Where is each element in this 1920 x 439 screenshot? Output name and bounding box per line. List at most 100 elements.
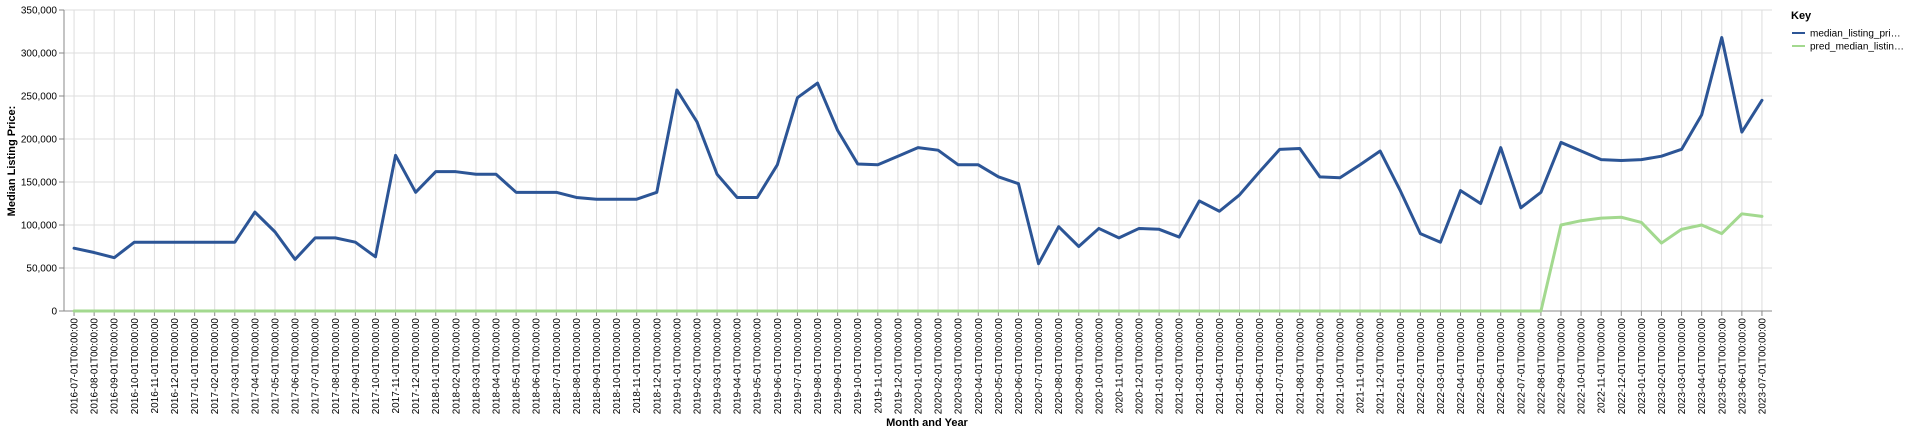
x-tick-label: 2022-08-01T00:00:00 xyxy=(1536,318,1547,415)
x-tick-label: 2021-01-01T00:00:00 xyxy=(1155,318,1166,415)
x-tick-label: 2018-01-01T00:00:00 xyxy=(431,318,442,415)
x-tick-label: 2018-10-01T00:00:00 xyxy=(612,318,623,415)
x-tick-label: 2018-05-01T00:00:00 xyxy=(512,318,523,415)
x-tick-label: 2022-03-01T00:00:00 xyxy=(1436,318,1447,415)
x-tick-label: 2019-11-01T00:00:00 xyxy=(873,318,884,414)
x-tick-label: 2019-02-01T00:00:00 xyxy=(692,318,703,415)
x-tick-label: 2021-06-01T00:00:00 xyxy=(1255,318,1266,415)
x-tick-label: 2022-12-01T00:00:00 xyxy=(1617,318,1628,415)
x-tick-label: 2017-12-01T00:00:00 xyxy=(411,318,422,415)
x-tick-label: 2017-02-01T00:00:00 xyxy=(210,318,221,415)
legend-label-0: median_listing_pri… xyxy=(1810,29,1901,40)
x-tick-label: 2018-04-01T00:00:00 xyxy=(492,318,503,415)
x-tick-label: 2022-07-01T00:00:00 xyxy=(1516,318,1527,415)
x-tick-label: 2021-02-01T00:00:00 xyxy=(1175,318,1186,415)
legend: Key median_listing_pri… pred_median_listi… xyxy=(1791,10,1904,53)
x-tick-label: 2018-06-01T00:00:00 xyxy=(532,318,543,415)
x-tick-label: 2021-04-01T00:00:00 xyxy=(1215,318,1226,415)
series-line-1 xyxy=(72,212,1764,313)
x-tick-label: 2018-03-01T00:00:00 xyxy=(471,318,482,415)
x-tick-label: 2017-07-01T00:00:00 xyxy=(311,318,322,415)
x-tick-label: 2021-11-01T00:00:00 xyxy=(1356,318,1367,414)
x-tick-label: 2020-12-01T00:00:00 xyxy=(1135,318,1146,415)
x-tick-label: 2021-09-01T00:00:00 xyxy=(1315,318,1326,415)
y-tick-label: 200,000 xyxy=(21,135,58,146)
x-tick-label: 2020-04-01T00:00:00 xyxy=(974,318,985,415)
x-tick-label: 2016-10-01T00:00:00 xyxy=(130,318,141,415)
x-tick-label: 2022-05-01T00:00:00 xyxy=(1476,318,1487,415)
x-tick-label: 2019-09-01T00:00:00 xyxy=(833,318,844,415)
x-tick-label: 2016-12-01T00:00:00 xyxy=(170,318,181,415)
x-tick-label: 2017-03-01T00:00:00 xyxy=(230,318,241,415)
x-tick-labels: 2016-07-01T00:00:00 2016-08-01T00:00:00 20… xyxy=(70,318,1769,415)
x-tick-label: 2018-02-01T00:00:00 xyxy=(451,318,462,415)
x-tick-label: 2019-12-01T00:00:00 xyxy=(893,318,904,415)
x-tick-label: 2023-02-01T00:00:00 xyxy=(1657,318,1668,415)
legend-label-1: pred_median_listin… xyxy=(1810,42,1904,53)
x-tick-label: 2020-07-01T00:00:00 xyxy=(1034,318,1045,415)
x-tick-label: 2021-05-01T00:00:00 xyxy=(1235,318,1246,415)
x-tick-label: 2016-08-01T00:00:00 xyxy=(90,318,101,415)
x-tick-label: 2017-04-01T00:00:00 xyxy=(250,318,261,415)
y-tick-label: 350,000 xyxy=(21,6,58,17)
x-tick-label: 2019-03-01T00:00:00 xyxy=(713,318,724,415)
x-tick-label: 2017-09-01T00:00:00 xyxy=(351,318,362,415)
x-tick-label: 2019-10-01T00:00:00 xyxy=(853,318,864,415)
x-tick-label: 2018-09-01T00:00:00 xyxy=(592,318,603,415)
legend-title: Key xyxy=(1791,10,1812,22)
x-tick-label: 2022-02-01T00:00:00 xyxy=(1416,318,1427,415)
x-tick-label: 2018-07-01T00:00:00 xyxy=(552,318,563,415)
x-tick-label: 2022-04-01T00:00:00 xyxy=(1456,318,1467,415)
x-tick-label: 2019-05-01T00:00:00 xyxy=(753,318,764,415)
x-tick-label: 2023-01-01T00:00:00 xyxy=(1637,318,1648,415)
x-tick-label: 2023-05-01T00:00:00 xyxy=(1717,318,1728,415)
x-tick-label: 2016-07-01T00:00:00 xyxy=(70,318,81,415)
x-tick-label: 2020-10-01T00:00:00 xyxy=(1094,318,1105,415)
x-tick-label: 2017-06-01T00:00:00 xyxy=(291,318,302,415)
x-tick-label: 2019-01-01T00:00:00 xyxy=(672,318,683,415)
x-tick-label: 2018-08-01T00:00:00 xyxy=(572,318,583,415)
x-tick-label: 2017-01-01T00:00:00 xyxy=(190,318,201,415)
x-tick-label: 2022-06-01T00:00:00 xyxy=(1496,318,1507,415)
x-tick-label: 2023-07-01T00:00:00 xyxy=(1757,318,1768,415)
y-tick-label: 250,000 xyxy=(21,92,58,103)
x-tick-label: 2020-08-01T00:00:00 xyxy=(1054,318,1065,415)
x-tick-label: 2021-07-01T00:00:00 xyxy=(1275,318,1286,415)
gridlines xyxy=(64,9,1772,312)
x-tick-label: 2021-10-01T00:00:00 xyxy=(1335,318,1346,415)
x-tick-label: 2016-11-01T00:00:00 xyxy=(150,318,161,414)
x-tick-label: 2016-09-01T00:00:00 xyxy=(110,318,121,415)
x-tick-label: 2019-06-01T00:00:00 xyxy=(773,318,784,415)
y-tick-label: 0 xyxy=(51,307,57,318)
x-tick-label: 2017-10-01T00:00:00 xyxy=(371,318,382,415)
y-tick-label: 100,000 xyxy=(21,221,58,232)
x-tick-label: 2020-06-01T00:00:00 xyxy=(1014,318,1025,415)
series-line-0 xyxy=(72,36,1764,266)
x-tick-label: 2017-11-01T00:00:00 xyxy=(391,318,402,414)
x-tick-label: 2020-03-01T00:00:00 xyxy=(954,318,965,415)
x-tick-label: 2017-08-01T00:00:00 xyxy=(331,318,342,415)
x-tick-label: 2023-04-01T00:00:00 xyxy=(1697,318,1708,415)
x-tick-label: 2018-12-01T00:00:00 xyxy=(652,318,663,415)
x-tick-label: 2022-11-01T00:00:00 xyxy=(1597,318,1608,414)
x-tick-label: 2019-04-01T00:00:00 xyxy=(733,318,744,415)
x-tick-label: 2020-01-01T00:00:00 xyxy=(914,318,925,415)
x-tick-label: 2017-05-01T00:00:00 xyxy=(270,318,281,415)
y-tick-label: 300,000 xyxy=(21,49,58,60)
x-tick-label: 2018-11-01T00:00:00 xyxy=(632,318,643,414)
y-axis-title: Median Listing Price: xyxy=(6,106,18,217)
x-tick-label: 2023-03-01T00:00:00 xyxy=(1677,318,1688,415)
x-tick-label: 2022-01-01T00:00:00 xyxy=(1396,318,1407,415)
x-tick-label: 2021-03-01T00:00:00 xyxy=(1195,318,1206,415)
x-tick-label: 2021-12-01T00:00:00 xyxy=(1376,318,1387,415)
y-tick-label: 150,000 xyxy=(21,178,58,189)
x-tick-label: 2020-05-01T00:00:00 xyxy=(994,318,1005,415)
x-tick-label: 2019-07-01T00:00:00 xyxy=(793,318,804,415)
series-lines xyxy=(72,36,1764,313)
x-tick-label: 2022-09-01T00:00:00 xyxy=(1557,318,1568,415)
x-tick-label: 2020-11-01T00:00:00 xyxy=(1114,318,1125,414)
y-tick-label: 50,000 xyxy=(26,264,57,275)
y-tick-labels: 0 50,000 100,000 150,000 200,000 250,000 300,0… xyxy=(21,6,58,318)
